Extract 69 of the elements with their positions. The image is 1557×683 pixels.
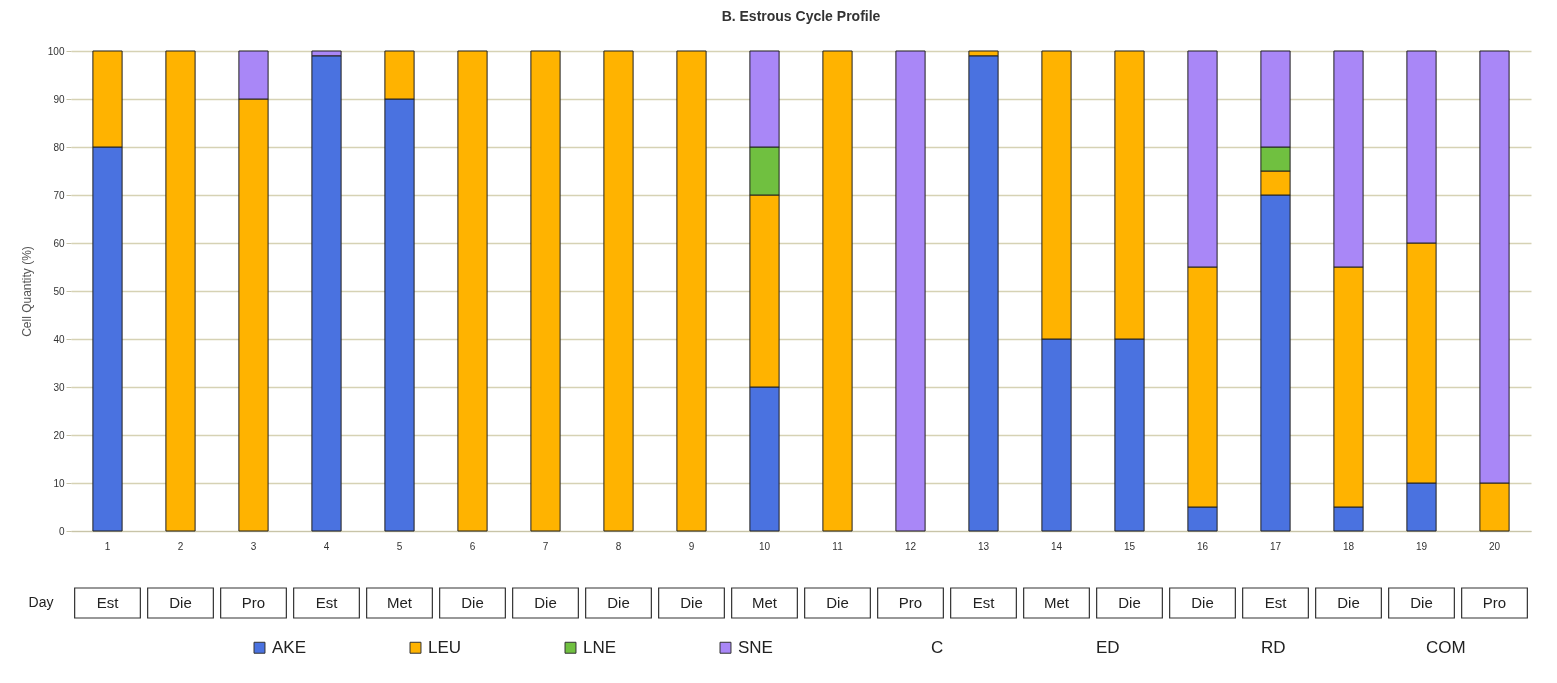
text: Die: [1337, 594, 1360, 611]
bar: [530, 50, 561, 532]
x-tick-label: 19: [1415, 540, 1428, 552]
text: Die: [607, 594, 630, 611]
text: Die: [1118, 594, 1141, 611]
x-tick-label: 20: [1488, 540, 1501, 552]
text: Met: [751, 594, 778, 611]
x-tick-label: 3: [250, 540, 257, 552]
text: Pro: [898, 594, 923, 611]
x-tick-label: 8: [615, 540, 622, 552]
text: Est: [96, 594, 120, 611]
x-tick-label: 6: [469, 540, 476, 552]
bar: [822, 50, 853, 532]
text: Est: [315, 594, 339, 611]
text: Pro: [241, 594, 266, 611]
chart-title: B. Estrous Cycle Profile: [721, 8, 881, 24]
bar: [165, 50, 196, 532]
y-tick-label: 10: [53, 477, 65, 489]
y-tick-label: 40: [53, 333, 65, 345]
text: Est: [1264, 594, 1288, 611]
x-tick-label: 7: [542, 540, 549, 552]
x-tick-label: 14: [1050, 540, 1063, 552]
x-tick-label: 4: [323, 540, 330, 552]
x-tick-label: 13: [977, 540, 990, 552]
x-tick-label: 12: [904, 540, 917, 552]
bar: [676, 50, 707, 532]
y-axis-title: Cell Quantity (%): [19, 246, 34, 337]
y-tick-label: 90: [53, 93, 65, 105]
legend-label: SNE: [738, 637, 773, 657]
bar: [457, 50, 488, 532]
x-tick-label: 9: [688, 540, 695, 552]
bar: [603, 50, 634, 532]
y-tick-label: 60: [53, 237, 65, 249]
x-tick-label: 16: [1196, 540, 1209, 552]
legend-label: LEU: [428, 637, 462, 657]
text: Die: [680, 594, 703, 611]
text: Pro: [1482, 594, 1507, 611]
x-tick-label: 5: [396, 540, 403, 552]
text: Die: [169, 594, 192, 611]
x-tick-label: 2: [177, 540, 184, 552]
text: C: [931, 638, 944, 657]
x-tick-label: 1: [104, 540, 111, 552]
text: Die: [1410, 594, 1433, 611]
text: COM: [1426, 638, 1466, 657]
text: Die: [461, 594, 484, 611]
x-tick-label: 11: [832, 540, 844, 552]
legend-label: AKE: [272, 637, 307, 657]
text: ED: [1096, 638, 1120, 657]
text: Met: [1043, 594, 1070, 611]
x-tick-label: 10: [758, 540, 771, 552]
y-tick-label: 100: [47, 45, 65, 57]
text: Est: [972, 594, 996, 611]
y-tick-label: 80: [53, 141, 65, 153]
bar: [895, 50, 926, 532]
y-tick-label: 50: [53, 285, 65, 297]
text: Met: [386, 594, 413, 611]
y-tick-label: 0: [58, 525, 65, 537]
text: Die: [534, 594, 557, 611]
x-tick-label: 17: [1269, 540, 1282, 552]
y-tick-label: 70: [53, 189, 65, 201]
text: Die: [826, 594, 849, 611]
x-tick-label: 18: [1342, 540, 1355, 552]
text: RD: [1261, 638, 1286, 657]
x-tick-label: 15: [1123, 540, 1136, 552]
text: Day: [28, 594, 54, 610]
y-tick-label: 20: [53, 429, 65, 441]
legend-label: LNE: [583, 637, 617, 657]
y-tick-label: 30: [53, 381, 65, 393]
text: Die: [1191, 594, 1214, 611]
